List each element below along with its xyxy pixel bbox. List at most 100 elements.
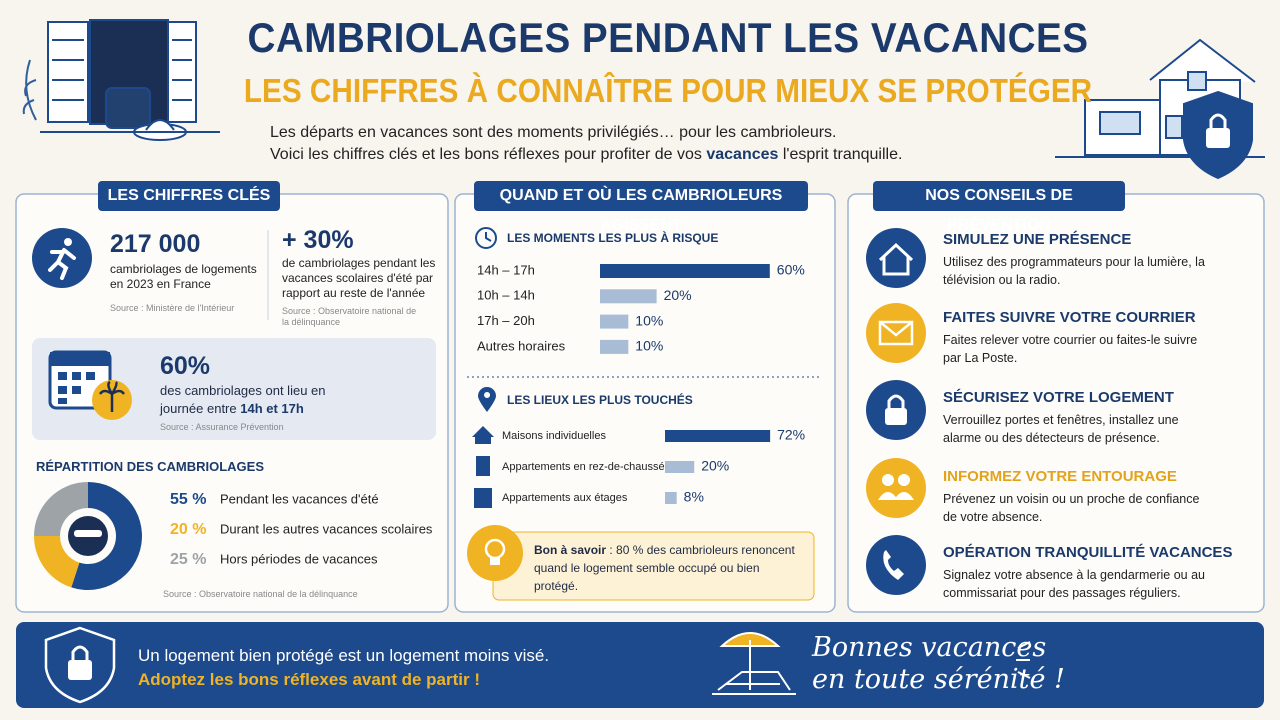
advice-text: Utilisez des programmateurs pour la lumi… — [943, 255, 1205, 287]
shield-icon — [44, 626, 116, 704]
decoration — [878, 320, 914, 346]
intro-text: Voici les chiffres clés et les bons réfl… — [270, 146, 707, 163]
value-label: 55 % — [170, 491, 206, 508]
decoration — [883, 550, 904, 580]
decoration — [866, 228, 926, 288]
subtitle: LES CHIFFRES À CONNAÎTRE POUR MIEUX SE P… — [243, 72, 1093, 109]
bulb-icon — [467, 525, 523, 581]
tip-bold: Bon à savoir — [534, 543, 607, 557]
decoration — [58, 398, 67, 404]
advice-text: Signalez votre absence à la gendarmerie … — [943, 568, 1205, 600]
tip-text: : 80 % des cambrioleurs renoncent quand … — [534, 543, 795, 593]
decoration — [1187, 71, 1207, 91]
title: CAMBRIOLAGES PENDANT LES VACANCES — [247, 14, 1089, 61]
advice-text: Faites relever votre courrier ou faites-… — [943, 333, 1198, 365]
donut-slice — [34, 536, 80, 588]
intro: Les départs en vacances sont des moments… — [270, 124, 837, 141]
legend-label: Hors périodes de vacances — [220, 551, 378, 566]
section-heading: QUAND ET OÙ LES CAMBRIOLEURS AGISSENT — [474, 181, 808, 234]
chart-title: LES MOMENTS LES PLUS À RISQUE — [507, 231, 719, 245]
decoration — [58, 372, 67, 380]
stat-text: des cambriolages ont lieu en journée ent… — [160, 382, 350, 418]
category-label: 10h – 14h — [477, 288, 535, 303]
category-label: 14h – 17h — [477, 262, 535, 277]
decoration — [1209, 113, 1227, 128]
legend-label: Durant les autres vacances scolaires — [220, 521, 433, 536]
advice-text: Prévenez un voisin ou un proche de confi… — [943, 492, 1200, 524]
building-icon — [474, 488, 492, 508]
decoration — [719, 632, 781, 647]
decoration — [145, 119, 175, 131]
chart-title: LES LIEUX LES PLUS TOUCHÉS — [507, 393, 693, 407]
highlight-box — [32, 338, 436, 440]
footer-band — [16, 622, 1264, 708]
source: Source : Observatoire national de la dél… — [163, 589, 358, 599]
runner-icon — [32, 228, 92, 288]
footer-wish: Bonnes vacances — [812, 632, 1047, 663]
calendar-icon — [48, 350, 132, 420]
value-label: 60% — [777, 262, 805, 278]
advice-title: OPÉRATION TRANQUILLITÉ VACANCES — [943, 544, 1233, 561]
decoration — [490, 558, 500, 565]
house-illustration — [1055, 38, 1265, 180]
intro-bold: vacances — [706, 146, 779, 163]
decoration — [47, 21, 89, 123]
source: Source : Ministère de l'Intérieur — [110, 303, 235, 313]
decoration — [72, 372, 81, 380]
decoration — [885, 408, 907, 425]
section-heading: NOS CONSEILS DE PRÉVENTION — [873, 181, 1125, 234]
decoration — [58, 372, 95, 404]
advice-title: SÉCURISEZ VOTRE LOGEMENT — [943, 389, 1174, 406]
value-label: 8% — [684, 489, 704, 505]
value-label: 72% — [777, 427, 805, 443]
pin-icon — [478, 387, 496, 412]
value-label: 10% — [635, 338, 663, 354]
decoration — [878, 492, 914, 500]
legend-label: Pendant les vacances d'été — [220, 491, 379, 506]
decoration — [866, 458, 926, 518]
decoration — [1206, 128, 1230, 148]
bar — [600, 289, 657, 304]
burglar-icon — [68, 516, 108, 556]
decoration — [68, 660, 92, 680]
bar — [600, 314, 629, 329]
decoration — [98, 380, 126, 412]
decoration — [866, 303, 926, 363]
decoration — [72, 386, 81, 394]
source: Source : Observatoire national de la dél… — [282, 306, 417, 327]
stat-text: de cambriolages pendant les vacances sco… — [282, 256, 436, 300]
stat-value: + 30% — [282, 226, 354, 254]
chart-title: RÉPARTITION DES CAMBRIOLAGES — [36, 459, 264, 474]
category-label: 17h – 20h — [477, 313, 535, 328]
clock-icon — [475, 227, 497, 249]
stat-text-part: des cambriolages ont lieu en journée ent… — [160, 383, 326, 416]
decoration — [22, 59, 37, 121]
category-label: Maisons individuelles — [502, 430, 606, 442]
advice-title: INFORMEZ VOTRE ENTOURAGE — [943, 468, 1177, 485]
donut-slice — [71, 482, 142, 590]
decoration — [48, 248, 76, 280]
decoration — [882, 474, 894, 486]
category-label: Autres horaires — [477, 338, 566, 353]
decoration — [879, 321, 913, 337]
window-illustration — [22, 19, 220, 141]
bar — [665, 492, 677, 504]
stat-value: 60% — [160, 352, 211, 380]
decoration — [86, 372, 95, 380]
beach-icon — [712, 632, 1031, 695]
decoration — [717, 671, 791, 691]
value-label: 10% — [635, 312, 663, 328]
decoration — [866, 535, 926, 595]
decoration — [1165, 115, 1183, 139]
category-label: Appartements aux étages — [502, 492, 628, 504]
advice-title: SIMULEZ UNE PRÉSENCE — [943, 231, 1132, 248]
value-label: 20% — [701, 458, 729, 474]
intro: Voici les chiffres clés et les bons réfl… — [270, 146, 902, 164]
value-label: 20 % — [170, 521, 206, 538]
bar — [665, 430, 771, 442]
decoration — [467, 525, 523, 581]
decoration — [485, 232, 492, 242]
advice-icons — [866, 228, 926, 595]
footer-text: Un logement bien protégé est un logement… — [138, 646, 550, 665]
